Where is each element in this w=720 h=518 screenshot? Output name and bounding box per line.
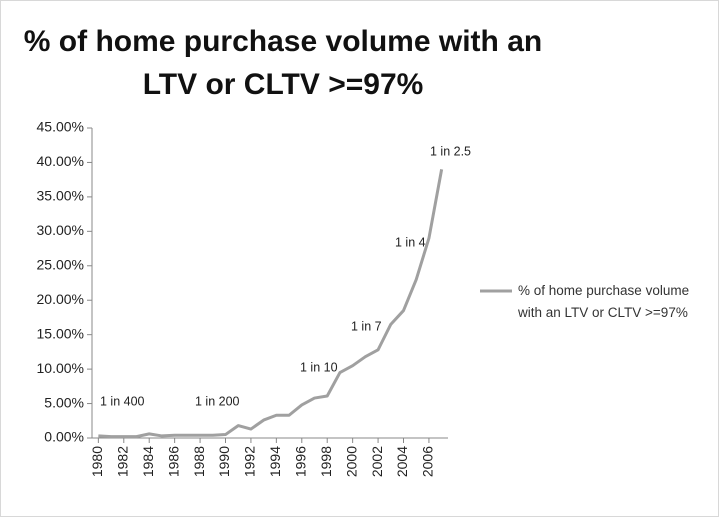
y-tick-label: 10.00%	[37, 360, 84, 376]
x-tick-label: 1992	[242, 446, 258, 477]
x-tick-label: 1986	[165, 446, 181, 477]
annotation: 1 in 400	[100, 394, 145, 408]
y-tick-label: 25.00%	[37, 256, 84, 272]
y-tick-label: 20.00%	[37, 291, 84, 307]
y-tick-label: 0.00%	[44, 429, 84, 445]
x-tick-label: 1990	[216, 446, 232, 477]
x-tick-label: 1984	[140, 446, 156, 477]
chart-title: % of home purchase volume with an LTV or…	[23, 25, 543, 101]
x-tick-label: 1996	[292, 446, 308, 477]
annotation: 1 in 10	[300, 360, 338, 374]
x-tick-label: 2000	[343, 446, 359, 477]
x-tick-label: 2002	[369, 446, 385, 477]
x-tick-label: 1988	[191, 446, 207, 477]
annotation: 1 in 200	[195, 394, 240, 408]
y-tick-label: 15.00%	[37, 325, 84, 341]
data-line	[98, 169, 444, 439]
y-tick-label: 5.00%	[44, 394, 84, 410]
y-tick-label: 35.00%	[37, 188, 84, 204]
x-tick-label: 2004	[394, 446, 410, 477]
x-tick-label: 2006	[420, 446, 436, 477]
y-tick-label: 30.00%	[37, 222, 84, 238]
x-tick-label: 1998	[318, 446, 334, 477]
annotation: 1 in 2.5	[430, 144, 471, 158]
y-tick-label: 40.00%	[37, 153, 84, 169]
x-tick-label: 1980	[89, 446, 105, 477]
annotation: 1 in 7	[351, 319, 382, 333]
y-tick-label: 45.00%	[37, 119, 84, 135]
legend-label: % of home purchase volume with an LTV or…	[518, 283, 690, 320]
x-tick-label: 1994	[267, 446, 283, 477]
x-tick-label: 1982	[114, 446, 130, 477]
annotation: 1 in 4	[395, 235, 426, 249]
